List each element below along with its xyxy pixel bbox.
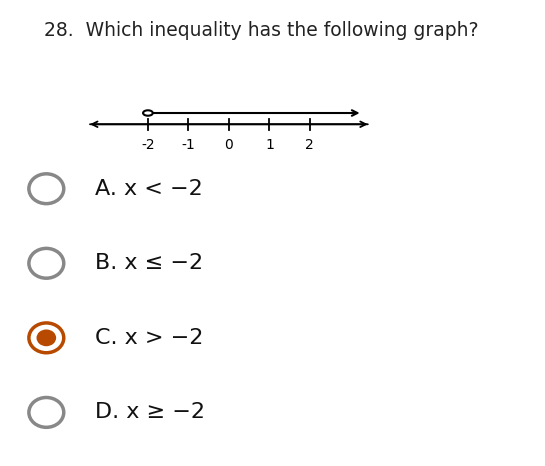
Circle shape xyxy=(143,110,153,116)
Text: -2: -2 xyxy=(141,138,155,152)
Text: 28.  Which inequality has the following graph?: 28. Which inequality has the following g… xyxy=(44,21,478,40)
Text: 2: 2 xyxy=(306,138,314,152)
Circle shape xyxy=(37,329,56,346)
Text: -1: -1 xyxy=(181,138,195,152)
Text: C. x > −2: C. x > −2 xyxy=(95,328,204,348)
Text: A. x < −2: A. x < −2 xyxy=(95,179,203,199)
Text: B. x ≤ −2: B. x ≤ −2 xyxy=(95,254,203,273)
Text: 0: 0 xyxy=(225,138,233,152)
Text: D. x ≥ −2: D. x ≥ −2 xyxy=(95,403,205,422)
Text: 1: 1 xyxy=(265,138,274,152)
